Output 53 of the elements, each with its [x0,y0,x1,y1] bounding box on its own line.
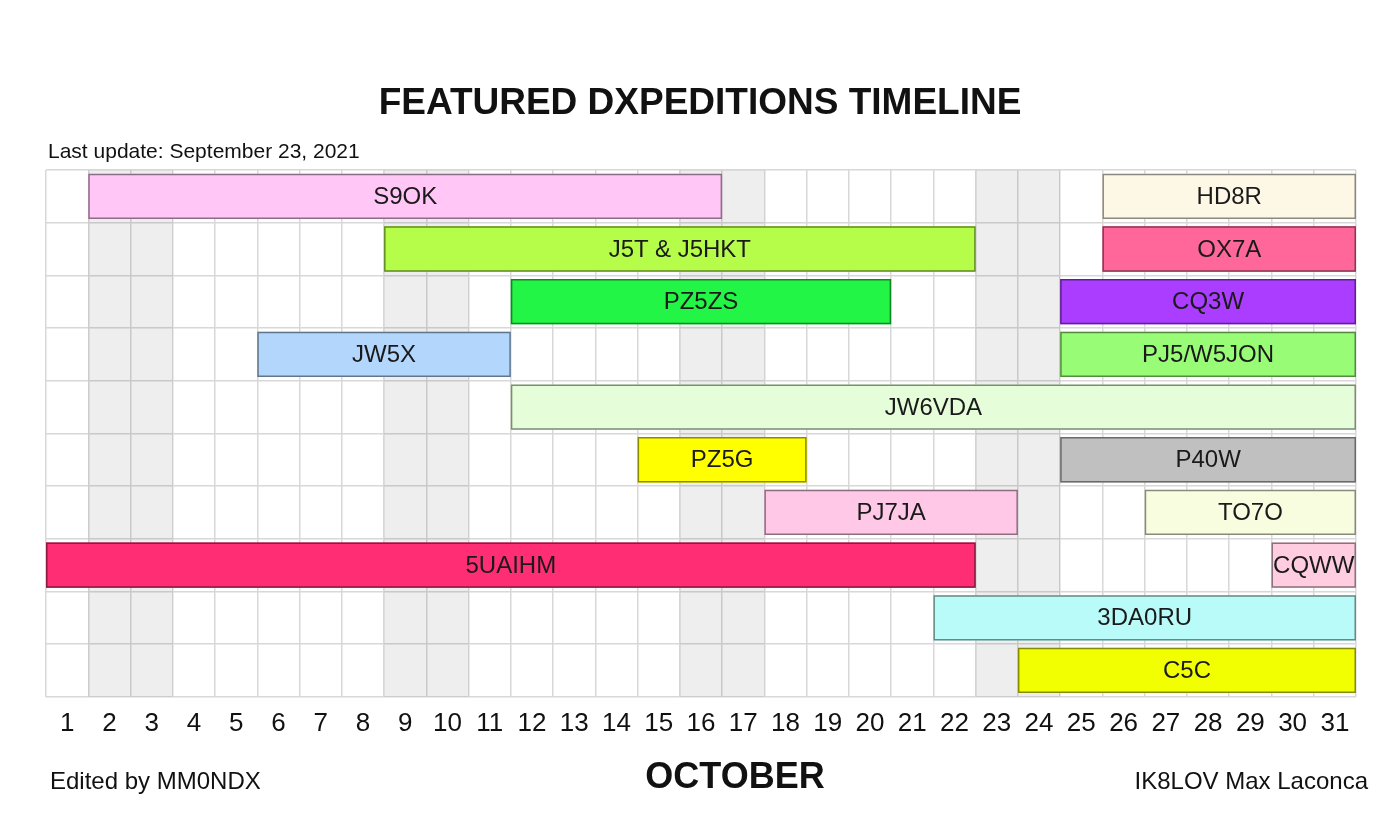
x-tick-label: 21 [897,706,927,737]
series-label: C5C [1162,656,1211,684]
series-label: OX7A [1197,234,1262,262]
x-tick-label: 31 [1320,706,1350,737]
x-tick-label: 20 [855,706,885,737]
series-label: PZ5G [690,445,754,473]
series-label: PJ5/W5JON [1142,340,1275,368]
series-label: CQ3W [1172,287,1245,315]
x-tick-label: 8 [355,706,371,737]
x-tick-label: 13 [559,706,589,737]
x-tick-label: 17 [728,706,758,737]
text: Edited by MM0NDX [50,766,261,794]
x-tick-label: 28 [1193,706,1223,737]
series-label: S9OK [373,181,438,209]
series-label: 5UAIHM [465,550,557,578]
x-tick-label: 3 [144,706,159,737]
series-label: PJ7JA [856,498,926,526]
series-label: J5T & J5HKT [608,234,752,262]
x-tick-label: 15 [644,706,674,737]
x-tick-label: 27 [1151,706,1181,737]
x-tick-label: 7 [313,706,328,737]
x-tick-label: 24 [1024,706,1054,737]
x-tick-label: 18 [771,706,800,737]
x-tick-label: 12 [517,706,547,737]
x-tick-label: 22 [940,706,970,737]
series-label: HD8R [1196,181,1262,209]
x-axis-title: OCTOBER [645,754,825,796]
series-label: CQWW [1273,550,1355,578]
x-tick-label: 16 [686,706,716,737]
x-tick-label: 26 [1109,706,1139,737]
series-label: JW6VDA [884,392,983,420]
x-tick-label: 19 [813,706,843,737]
series-label: TO7O [1217,498,1283,526]
x-tick-label: 29 [1235,706,1265,737]
x-tick-label: 9 [397,706,413,737]
series-label: 3DA0RU [1097,603,1193,631]
x-tick-label: 2 [102,706,117,737]
series-label: P40W [1175,445,1242,473]
chart-subtitle: Last update: September 23, 2021 [48,138,360,162]
x-tick-label: 14 [602,706,631,737]
x-tick-label: 11 [476,706,504,737]
series-label: PZ5ZS [663,287,739,315]
series-label: JW5X [352,340,417,368]
x-tick-label: 30 [1278,706,1308,737]
x-tick-label: 23 [982,706,1012,737]
text: IK8LOV Max Laconca [1134,766,1369,794]
x-tick-label: 4 [186,706,202,737]
x-tick-label: 6 [271,706,286,737]
x-tick-label: 5 [228,706,244,737]
x-tick-label: 1 [59,706,75,737]
chart-title: FEATURED DXPEDITIONS TIMELINE [378,81,1022,123]
x-tick-label: 25 [1066,706,1096,737]
x-tick-label: 10 [432,706,462,737]
